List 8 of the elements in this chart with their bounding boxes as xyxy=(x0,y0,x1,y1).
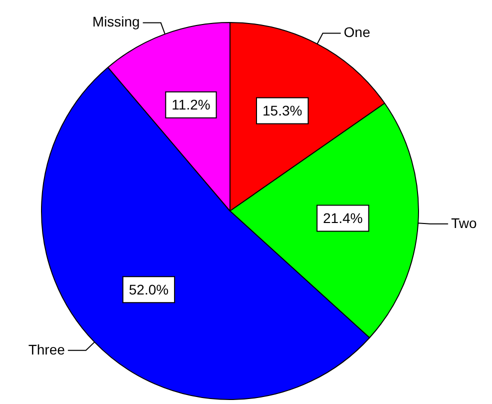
data-label: 21.4% xyxy=(323,210,363,226)
data-label: 15.3% xyxy=(262,102,302,119)
data-label: 52.0% xyxy=(128,282,169,298)
slice-label: Missing xyxy=(92,14,140,30)
slice-label: Three xyxy=(28,341,66,358)
data-label: 11.2% xyxy=(172,96,210,113)
slice-label: Two xyxy=(451,214,477,231)
slice-label: One xyxy=(344,24,370,40)
